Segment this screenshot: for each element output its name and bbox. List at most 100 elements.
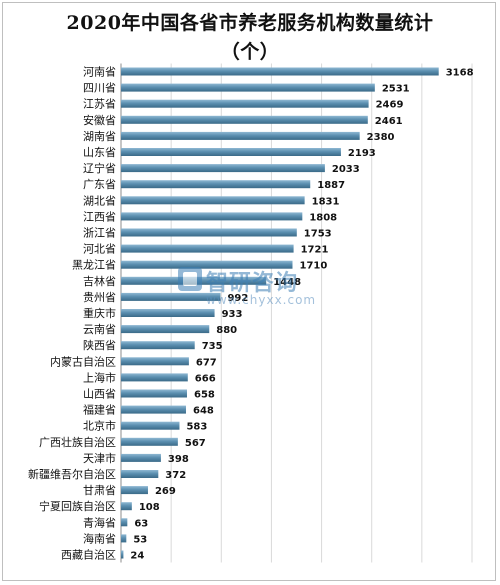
value-label: 2531 [382, 84, 410, 95]
value-label: 2461 [375, 116, 403, 127]
value-label: 648 [193, 406, 214, 417]
category-label: 山西省 [83, 388, 116, 401]
bar [121, 99, 369, 108]
category-label: 辽宁省 [83, 161, 116, 175]
category-label: 山东省 [83, 146, 116, 159]
category-label: 广东省 [83, 178, 116, 191]
bar [121, 534, 127, 543]
value-label: 53 [133, 534, 147, 545]
value-label: 735 [202, 341, 223, 352]
value-labels: 3168 2531 2469 2461 2380 2193 2033 1887 1831 1808… [130, 68, 473, 562]
value-label: 677 [196, 357, 217, 368]
bar [121, 486, 148, 495]
category-label: 安徽省 [83, 113, 116, 127]
category-label: 广西壮族自治区 [39, 435, 116, 449]
value-label: 1808 [309, 212, 337, 223]
bar [121, 357, 189, 366]
value-label: 269 [155, 486, 176, 497]
bar [121, 148, 341, 156]
bar [121, 421, 180, 430]
category-label: 云南省 [83, 323, 116, 336]
chart-title: 2020年中国各省市养老服务机构数量统计 [66, 12, 434, 34]
bar [121, 292, 221, 301]
category-label: 福建省 [83, 403, 116, 417]
value-label: 933 [222, 309, 243, 320]
value-label: 880 [216, 325, 237, 336]
category-label: 湖南省 [83, 130, 116, 143]
category-label: 天津市 [83, 451, 116, 465]
value-label: 1448 [273, 277, 301, 288]
category-label: 贵州省 [83, 291, 116, 304]
category-label: 上海市 [83, 370, 116, 384]
category-label: 重庆市 [83, 306, 116, 320]
bar [121, 196, 305, 205]
category-labels: 河南省四川省江苏省安徽省湖南省山东省辽宁省广东省湖北省江西省浙江省河北省黑龙江省… [28, 66, 116, 562]
bar [121, 309, 215, 317]
category-label: 湖北省 [83, 194, 116, 207]
bar [121, 244, 294, 253]
value-label: 398 [168, 454, 189, 465]
category-label: 甘肃省 [83, 484, 116, 497]
bar [121, 228, 297, 237]
category-label: 江苏省 [83, 98, 116, 111]
value-label: 1721 [301, 245, 329, 256]
category-label: 北京市 [83, 419, 116, 433]
bar [121, 502, 132, 511]
category-label: 西藏自治区 [61, 548, 116, 562]
bar [121, 260, 293, 269]
gridlines [120, 63, 473, 563]
bar [121, 276, 267, 285]
bar [121, 437, 178, 446]
bar [121, 83, 375, 92]
value-label: 1753 [304, 229, 332, 240]
value-label: 583 [186, 422, 207, 433]
value-label: 2033 [332, 164, 360, 175]
value-label: 2193 [348, 148, 376, 159]
category-label: 黑龙江省 [72, 259, 116, 272]
category-label: 海南省 [83, 531, 116, 545]
bar [121, 453, 161, 462]
category-label: 青海省 [83, 515, 116, 529]
category-label: 宁夏回族自治区 [39, 499, 116, 513]
category-label: 江西省 [83, 210, 116, 223]
bar [121, 518, 128, 527]
value-label: 108 [139, 502, 160, 513]
bar [121, 164, 325, 173]
value-label: 63 [134, 518, 148, 529]
chart-subtitle: （个） [220, 41, 280, 63]
value-label: 3168 [446, 68, 474, 79]
bar [121, 131, 360, 140]
value-label: 992 [227, 293, 248, 304]
value-label: 24 [130, 551, 144, 562]
bar [121, 389, 187, 398]
category-label: 陕西省 [83, 338, 116, 352]
value-label: 1710 [299, 261, 327, 272]
category-label: 河北省 [83, 243, 116, 256]
value-label: 1831 [312, 196, 340, 207]
value-label: 1887 [317, 180, 345, 191]
category-label: 内蒙古自治区 [50, 354, 116, 368]
bar [121, 325, 210, 334]
category-label: 河南省 [83, 66, 116, 79]
bar [121, 212, 303, 221]
value-label: 567 [185, 438, 206, 449]
chart-frame [2, 2, 496, 581]
value-label: 372 [165, 470, 186, 481]
category-label: 吉林省 [83, 274, 116, 288]
value-label: 666 [195, 373, 216, 384]
bar [121, 470, 159, 478]
category-label: 四川省 [83, 82, 116, 95]
bar [121, 115, 368, 124]
value-label: 2380 [367, 132, 395, 143]
value-label: 2469 [376, 100, 404, 111]
bar [121, 373, 188, 382]
bar [121, 405, 186, 414]
category-label: 新疆维吾尔自治区 [28, 467, 116, 481]
bar [121, 341, 195, 350]
bar [121, 550, 124, 559]
category-label: 浙江省 [83, 227, 116, 240]
value-label: 658 [194, 390, 215, 401]
bar [121, 180, 311, 189]
bar [121, 67, 439, 76]
